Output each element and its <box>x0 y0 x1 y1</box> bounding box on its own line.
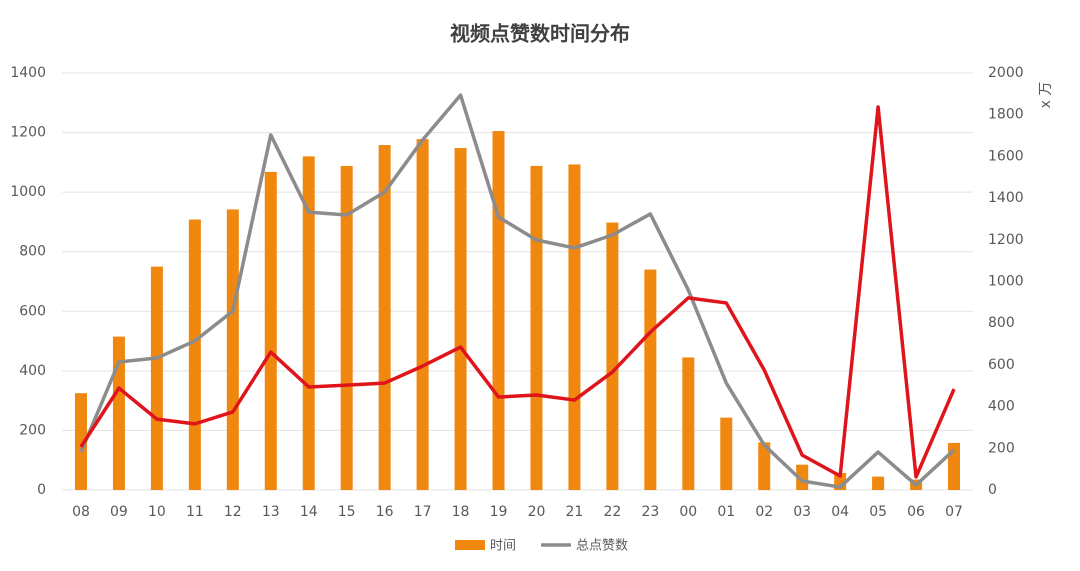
legend-swatch <box>455 540 485 550</box>
x-tick-label: 16 <box>376 504 394 520</box>
bar <box>264 171 277 491</box>
y2-tick-label: 200 <box>988 440 1015 456</box>
x-tick-label: 10 <box>148 504 166 520</box>
bar <box>454 148 467 490</box>
x-tick-label: 00 <box>679 504 697 520</box>
y-tick-label: 1200 <box>10 125 46 141</box>
bar <box>150 266 163 490</box>
bar <box>796 464 809 490</box>
bar <box>606 222 619 490</box>
x-tick-label: 20 <box>528 504 546 520</box>
x-tick-label: 12 <box>224 504 242 520</box>
bar <box>74 393 87 490</box>
x-tick-label: 06 <box>907 504 925 520</box>
x-tick-label: 07 <box>945 504 963 520</box>
x-tick-label: 04 <box>831 504 849 520</box>
x-tick-label: 09 <box>110 504 128 520</box>
x-tick-label: 02 <box>755 504 773 520</box>
y-tick-label: 800 <box>19 244 46 260</box>
y-tick-label: 600 <box>19 303 46 319</box>
y-tick-label: 1400 <box>10 65 46 81</box>
y2-tick-label: 2000 <box>988 65 1024 81</box>
x-tick-label: 01 <box>717 504 735 520</box>
y2-tick-label: 1000 <box>988 274 1024 290</box>
x-tick-label: 21 <box>566 504 584 520</box>
bar <box>112 336 125 490</box>
bar <box>530 165 543 490</box>
y2-tick-label: 1800 <box>988 107 1024 123</box>
y2-tick-label: 800 <box>988 315 1015 331</box>
x-tick-label: 08 <box>72 504 90 520</box>
bar <box>758 442 771 490</box>
y2-tick-label: 600 <box>988 357 1015 373</box>
bar <box>568 164 581 490</box>
line <box>79 105 956 479</box>
x-tick-label: 13 <box>262 504 280 520</box>
bar <box>492 131 505 490</box>
legend-label: 时间 <box>490 539 516 554</box>
x-tick-label: 19 <box>490 504 508 520</box>
x-tick-label: 18 <box>452 504 470 520</box>
x-tick-label: 23 <box>641 504 659 520</box>
bar <box>872 476 885 490</box>
x-tick-label: 15 <box>338 504 356 520</box>
y2-axis-label: x 万 <box>1038 82 1054 109</box>
y2-tick-label: 1200 <box>988 232 1024 248</box>
bar <box>302 156 315 490</box>
x-tick-label: 17 <box>414 504 432 520</box>
bar <box>720 417 733 490</box>
x-tick-label: 22 <box>603 504 621 520</box>
line <box>79 93 956 489</box>
bar <box>682 357 695 490</box>
bar <box>378 145 391 490</box>
y-tick-label: 0 <box>37 482 46 498</box>
bar <box>416 139 429 491</box>
y2-tick-label: 1400 <box>988 190 1024 206</box>
bar <box>226 209 239 490</box>
bar <box>644 269 657 490</box>
y-tick-label: 1000 <box>10 184 46 200</box>
x-tick-label: 05 <box>869 504 887 520</box>
x-tick-label: 11 <box>186 504 204 520</box>
chart-title: 视频点赞数时间分布 <box>450 22 630 46</box>
y2-tick-label: 0 <box>988 482 997 498</box>
y-tick-label: 400 <box>19 363 46 379</box>
legend-label: 总点赞数 <box>576 539 628 554</box>
y-tick-label: 200 <box>19 422 46 438</box>
y2-tick-label: 1600 <box>988 148 1024 164</box>
x-tick-label: 14 <box>300 504 318 520</box>
y2-tick-label: 400 <box>988 399 1015 415</box>
x-tick-label: 03 <box>793 504 811 520</box>
bar <box>340 165 353 490</box>
bar <box>188 219 201 490</box>
